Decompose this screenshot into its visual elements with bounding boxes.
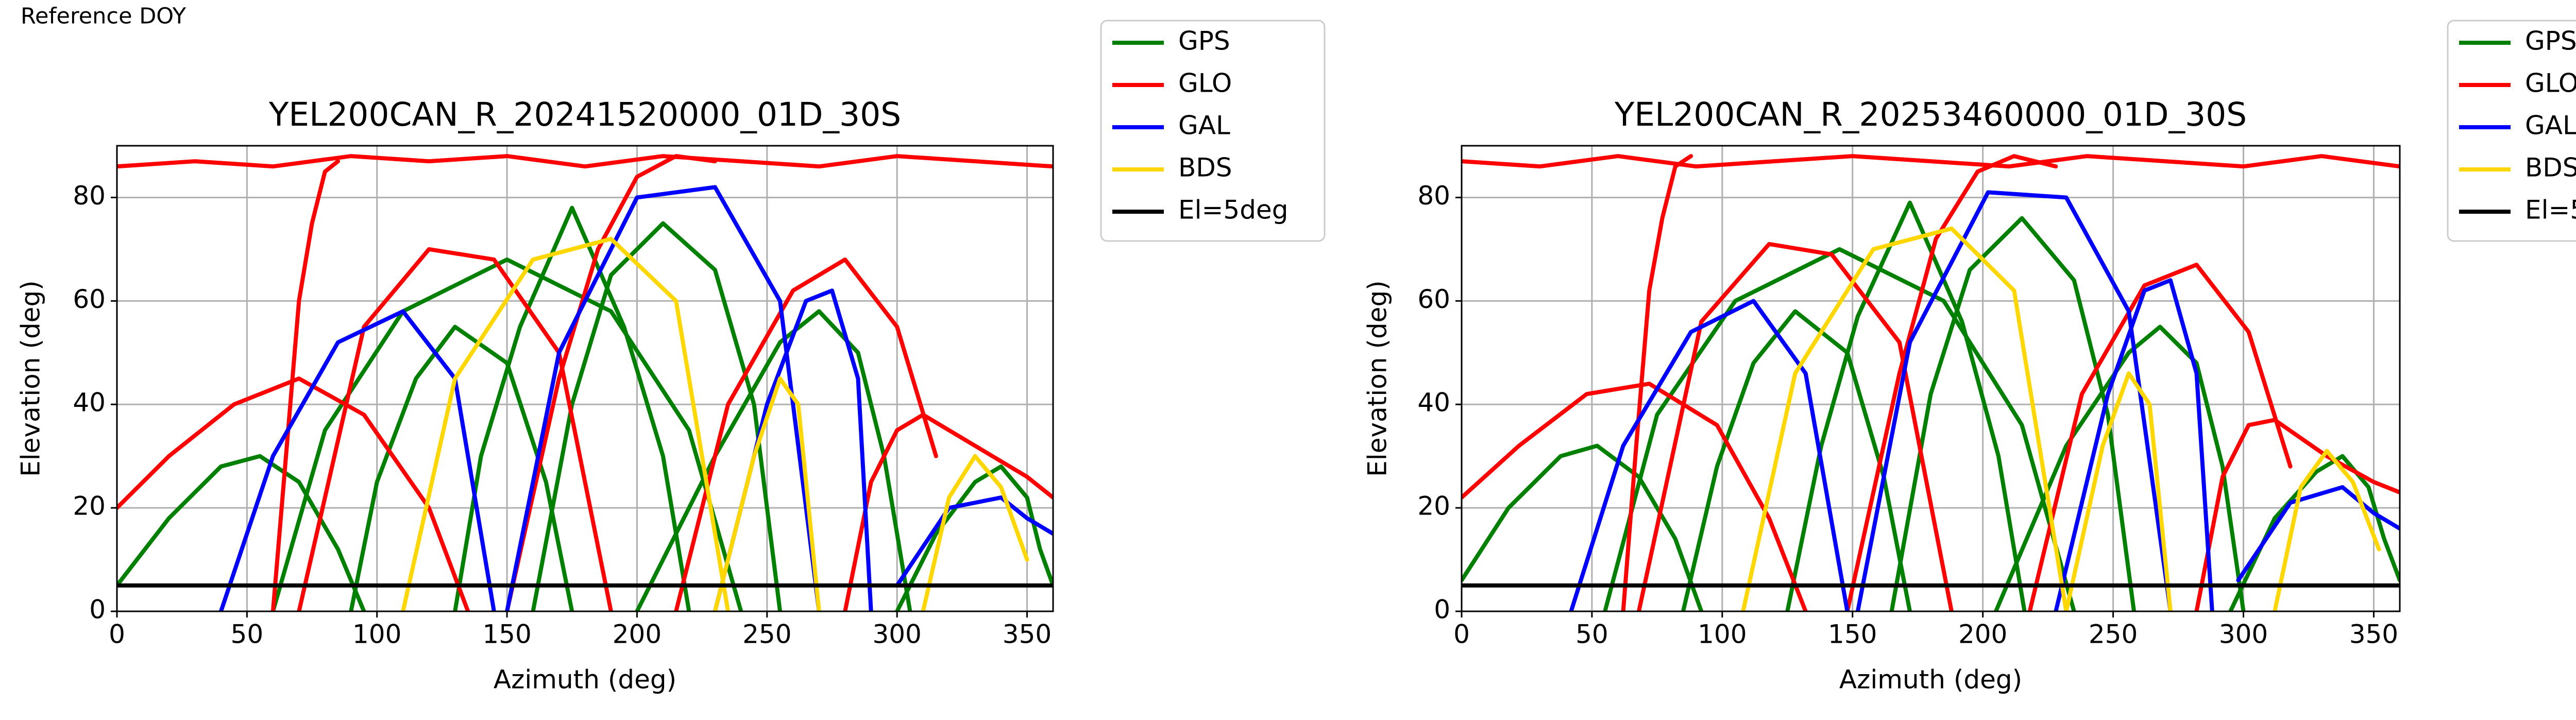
track xyxy=(1855,190,2173,611)
legend-label: El=5deg xyxy=(2525,195,2576,225)
legend-box xyxy=(1100,20,1326,242)
y-tick-label: 40 xyxy=(1417,388,1450,418)
x-tick-label: 150 xyxy=(1828,620,1877,649)
track xyxy=(674,257,938,611)
track xyxy=(2027,263,2293,611)
track xyxy=(1462,443,1704,611)
y-tick-label: 40 xyxy=(73,388,106,418)
track xyxy=(1462,382,1808,611)
track xyxy=(270,257,743,611)
x-tick-label: 200 xyxy=(613,620,662,649)
plot-area xyxy=(117,154,1053,611)
y-axis-label: Elevation (deg) xyxy=(1363,280,1393,476)
legend-label: El=5deg xyxy=(1178,195,1288,225)
y-tick-label: 60 xyxy=(1417,284,1450,314)
track xyxy=(1889,216,2137,611)
track xyxy=(895,464,1053,611)
x-tick-label: 250 xyxy=(742,620,791,649)
track xyxy=(531,221,783,611)
track xyxy=(2054,278,2214,611)
y-tick-label: 0 xyxy=(1434,595,1450,625)
legend-label: GAL xyxy=(1178,111,1230,141)
legend-label: BDS xyxy=(2525,153,2576,183)
y-tick-label: 60 xyxy=(73,284,106,314)
track xyxy=(270,159,341,611)
axes-frame xyxy=(116,145,1054,612)
subplot: YEL200CAN_R_20241520000_01D_30S 0 50 100 150… xyxy=(16,20,1326,695)
chart-title: YEL200CAN_R_20241520000_01D_30S xyxy=(268,96,901,133)
y-tick-label: 0 xyxy=(89,595,106,625)
track xyxy=(349,324,574,611)
x-axis-label: Azimuth (deg) xyxy=(494,665,676,695)
legend: GPS GLO GAL BDS El=5deg xyxy=(1100,20,1326,242)
x-tick-label: 200 xyxy=(1958,620,2007,649)
legend-label: GLO xyxy=(2525,68,2576,98)
legend-label: GPS xyxy=(1178,26,1230,56)
y-tick-label: 80 xyxy=(73,181,106,211)
x-tick-label: 150 xyxy=(482,620,531,649)
legend-box xyxy=(2447,20,2576,242)
track xyxy=(297,247,613,611)
subplot: YEL200CAN_R_20253460000_01D_30S 0 50 100 150… xyxy=(1363,20,2576,695)
legend-label: GPS xyxy=(2525,26,2576,56)
legend-label: BDS xyxy=(1178,153,1232,183)
x-tick-label: 300 xyxy=(872,620,921,649)
track xyxy=(401,236,731,611)
track xyxy=(117,454,366,611)
x-axis-label: Azimuth (deg) xyxy=(1839,665,2022,695)
track xyxy=(1993,324,2246,611)
x-tick-label: 50 xyxy=(1575,620,1608,649)
track xyxy=(1785,200,2027,611)
track xyxy=(218,309,496,611)
x-tick-label: 100 xyxy=(352,620,401,649)
x-tick-label: 300 xyxy=(2219,620,2268,649)
track xyxy=(453,205,691,611)
y-tick-label: 80 xyxy=(1417,181,1450,211)
track xyxy=(2064,371,2173,611)
chart-title: YEL200CAN_R_20253460000_01D_30S xyxy=(1614,96,2247,133)
track xyxy=(1845,154,2058,611)
track xyxy=(1603,247,2076,611)
axes-frame xyxy=(1461,145,2401,612)
track xyxy=(713,376,821,611)
legend-label: GAL xyxy=(2525,111,2576,141)
track xyxy=(1569,299,1850,611)
y-axis-label: Elevation (deg) xyxy=(16,280,46,476)
x-tick-label: 350 xyxy=(1003,620,1052,649)
x-tick-label: 0 xyxy=(109,620,125,649)
track xyxy=(2228,454,2400,611)
track xyxy=(1462,154,2400,169)
track xyxy=(2194,418,2400,611)
x-tick-label: 100 xyxy=(1698,620,1747,649)
y-tick-label: 20 xyxy=(73,491,106,521)
track xyxy=(1741,226,2069,611)
track xyxy=(1636,242,1954,611)
track xyxy=(895,495,1053,588)
track xyxy=(2273,449,2381,611)
track xyxy=(2236,485,2400,582)
header-text: Reference DOY xyxy=(21,4,187,29)
x-tick-label: 0 xyxy=(1453,620,1470,649)
legend: GPS GLO GAL BDS El=5deg xyxy=(2447,20,2576,242)
track xyxy=(921,454,1029,611)
track xyxy=(117,376,470,611)
track xyxy=(713,288,873,611)
plot-area xyxy=(1462,154,2400,611)
x-tick-label: 350 xyxy=(2349,620,2398,649)
legend-label: GLO xyxy=(1178,68,1232,98)
y-tick-label: 20 xyxy=(1417,491,1450,521)
x-tick-label: 250 xyxy=(2089,620,2138,649)
track xyxy=(117,154,1053,169)
x-tick-label: 50 xyxy=(231,620,264,649)
track xyxy=(505,154,717,611)
